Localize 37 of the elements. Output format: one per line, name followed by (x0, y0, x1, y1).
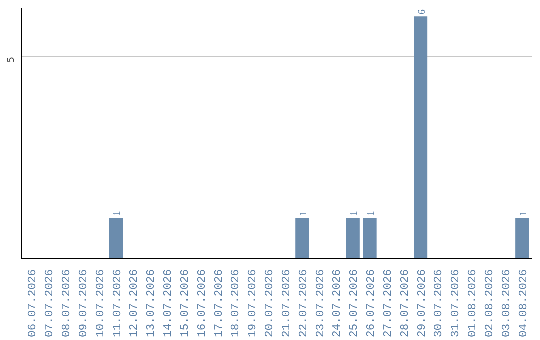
x-tick-label: 08.07.2026 (61, 269, 74, 338)
x-tick-label: 03.08.2026 (501, 269, 514, 338)
y-tick-label: 5 (6, 56, 17, 63)
x-tick-label: 26.07.2026 (366, 269, 378, 338)
x-tick-label: 21.07.2026 (281, 269, 294, 338)
x-tick-label: 07.07.2026 (44, 269, 57, 338)
data-label: 1 (298, 211, 310, 216)
x-tick-label: 02.08.2026 (484, 269, 497, 338)
x-tick-label: 29.07.2026 (416, 269, 429, 338)
x-tick-label: 16.07.2026 (196, 269, 209, 338)
x-tick-label: 30.07.2026 (434, 269, 446, 338)
x-tick-label: 19.07.2026 (248, 269, 260, 338)
x-tick-label: 31.07.2026 (450, 269, 463, 338)
x-tick-label: 23.07.2026 (315, 269, 328, 338)
data-label: 1 (349, 211, 360, 216)
x-tick-label: 18.07.2026 (230, 269, 243, 338)
x-tick-label: 13.07.2026 (146, 269, 158, 338)
x-tick-label: 10.07.2026 (95, 269, 108, 338)
x-tick-label: 17.07.2026 (214, 269, 226, 338)
x-tick-label: 01.08.2026 (468, 269, 480, 338)
x-tick-label: 14.07.2026 (163, 269, 176, 338)
x-tick-label: 27.07.2026 (382, 269, 395, 338)
x-tick-label: 06.07.2026 (28, 269, 40, 338)
x-tick-label: 24.07.2026 (332, 269, 344, 338)
x-tick-label: 25.07.2026 (349, 269, 362, 338)
x-tick-label: 04.08.2026 (518, 269, 530, 338)
x-tick-label: 22.07.2026 (298, 269, 310, 338)
data-label: 1 (366, 211, 378, 216)
x-tick-label: 15.07.2026 (180, 269, 192, 338)
x-tick-label: 12.07.2026 (129, 269, 142, 338)
data-label: 1 (518, 211, 530, 216)
x-tick-label: 20.07.2026 (264, 269, 277, 338)
x-tick-label: 11.07.2026 (112, 269, 124, 338)
data-label: 6 (416, 10, 428, 15)
data-label: 1 (112, 211, 124, 216)
x-tick-label: 28.07.2026 (400, 269, 412, 338)
x-tick-label: 09.07.2026 (78, 269, 90, 338)
